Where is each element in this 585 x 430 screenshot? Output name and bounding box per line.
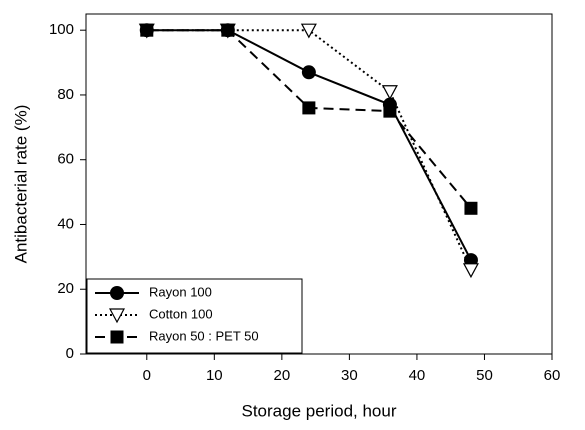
- marker: [462, 263, 479, 279]
- y-tick-label: 60: [57, 151, 74, 168]
- marker: [108, 308, 126, 324]
- legend-label: Cotton 100: [149, 306, 213, 321]
- marker: [110, 286, 124, 300]
- marker: [383, 104, 397, 118]
- marker: [140, 23, 154, 37]
- x-tick-label: 0: [143, 367, 151, 384]
- x-tick-label: 40: [409, 367, 426, 384]
- x-tick-label: 10: [206, 367, 223, 384]
- legend-label: Rayon 50 : PET 50: [149, 328, 259, 343]
- y-tick-label: 80: [57, 86, 74, 103]
- marker: [110, 330, 124, 344]
- marker: [464, 201, 478, 215]
- y-tick-label: 40: [57, 215, 74, 232]
- series-line: [146, 29, 472, 209]
- y-tick-label: 100: [49, 21, 74, 38]
- legend: Rayon 100 Cotton 100 Rayon 50 : PET 50: [86, 278, 303, 354]
- legend-label: Rayon 100: [149, 284, 212, 299]
- x-tick-label: 60: [544, 367, 561, 384]
- marker: [302, 101, 316, 115]
- y-tick-label: 20: [57, 280, 74, 297]
- marker: [301, 65, 316, 80]
- y-tick-label: 0: [66, 345, 74, 362]
- series-line: [146, 29, 472, 261]
- marker: [221, 23, 235, 37]
- marker: [300, 23, 317, 39]
- x-tick-label: 30: [341, 367, 358, 384]
- x-tick-label: 20: [274, 367, 291, 384]
- plot-frame: [85, 13, 553, 355]
- x-tick-label: 50: [476, 367, 493, 384]
- marker: [381, 85, 398, 100]
- x-axis-label: Storage period, hour: [242, 401, 397, 420]
- y-axis-label: Antibacterial rate (%): [11, 105, 30, 264]
